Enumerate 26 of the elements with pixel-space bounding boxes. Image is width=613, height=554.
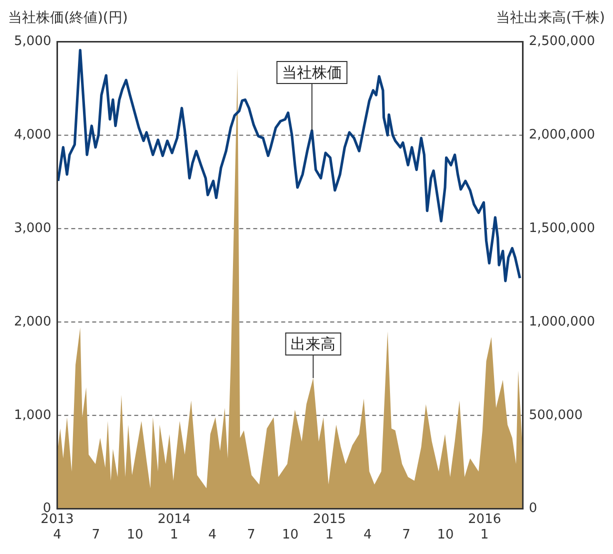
x-tick-label: 4 bbox=[363, 528, 372, 543]
y-axis-title: 当社株価(終値)(円) bbox=[8, 9, 128, 28]
x-tick-label: 4 bbox=[208, 528, 217, 543]
y2-tick-label: 0 bbox=[528, 501, 538, 516]
x-tick-label: 2015 1 bbox=[312, 512, 346, 543]
x-tick-label: 10 bbox=[437, 528, 454, 543]
y2-tick-label: 500,000 bbox=[528, 408, 583, 423]
x-tick-label: 7 bbox=[402, 528, 410, 543]
annotation: 当社株価 bbox=[282, 63, 342, 82]
x-tick-label: 10 bbox=[126, 528, 144, 543]
x-tick-label: 2014 1 bbox=[158, 512, 191, 543]
y-tick-label: 5,000 bbox=[14, 34, 52, 50]
y-tick-label: 1,000 bbox=[14, 408, 52, 423]
y2-tick-label: 2,500,000 bbox=[528, 34, 596, 50]
y2-axis-title: 当社出来高(千株) bbox=[496, 9, 605, 28]
y-tick-label: 4,000 bbox=[14, 128, 52, 143]
y-tick-label: 2,000 bbox=[14, 314, 52, 330]
x-tick-label: 7 bbox=[92, 528, 100, 543]
x-tick-label: 10 bbox=[282, 528, 299, 543]
y2-tick-label: 1,000,000 bbox=[528, 314, 596, 330]
y-tick-label: 3,000 bbox=[14, 220, 52, 236]
x-tick-label: 2016 1 bbox=[468, 512, 502, 543]
annotation: 出来高 bbox=[290, 334, 336, 353]
y2-tick-label: 2,000,000 bbox=[528, 128, 596, 143]
x-tick-label: 7 bbox=[246, 528, 256, 543]
y2-tick-label: 1,500,000 bbox=[528, 220, 596, 236]
